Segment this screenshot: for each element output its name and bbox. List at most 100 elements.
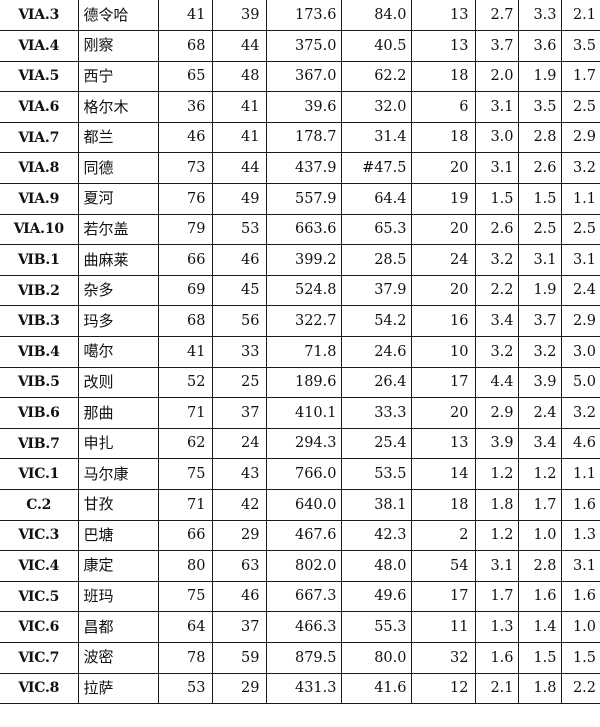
- value-cell-b: 46: [211, 244, 267, 276]
- zone-code-cell: ⅥB.7: [0, 427, 79, 460]
- value-cell-c: 667.3: [265, 580, 342, 613]
- station-name-cell: 曲麻莱: [77, 244, 159, 276]
- value-cell-b: 48: [211, 60, 267, 93]
- zone-code-cell: ⅥC.7: [0, 641, 79, 674]
- value-cell-h: 1.6: [560, 580, 600, 613]
- value-cell-f: 3.4: [474, 305, 519, 338]
- value-cell-f: 1.6: [474, 641, 519, 674]
- value-cell-c: 189.6: [265, 366, 342, 399]
- station-name-cell: 甘孜: [77, 489, 159, 521]
- value-cell-d: 65.3: [340, 213, 412, 246]
- value-cell-a: 41: [157, 0, 213, 32]
- value-cell-f: 2.9: [474, 397, 519, 429]
- value-cell-f: 2.1: [474, 672, 519, 705]
- zone-code-cell: ⅥC.6: [0, 611, 79, 643]
- value-cell-h: 3.5: [560, 30, 600, 62]
- value-cell-g: 3.1: [517, 244, 562, 276]
- value-cell-a: 68: [157, 305, 213, 338]
- zone-code-cell: ⅥC.3: [0, 519, 79, 552]
- value-cell-b: 24: [211, 427, 267, 460]
- value-cell-g: 2.6: [517, 152, 562, 185]
- value-cell-f: 3.2: [474, 244, 519, 276]
- value-cell-c: 640.0: [265, 489, 342, 521]
- value-cell-b: 37: [211, 611, 267, 643]
- value-cell-e: 11: [410, 611, 476, 643]
- station-name-cell: 噶尔: [77, 336, 159, 368]
- value-cell-g: 3.7: [517, 305, 562, 338]
- value-cell-a: 68: [157, 30, 213, 62]
- value-cell-f: 2.0: [474, 60, 519, 93]
- table-row: ⅥB.7 申扎 62 24 294.3 25.4 13 3.9 3.4 4.6: [0, 427, 600, 460]
- value-cell-a: 46: [157, 121, 213, 154]
- value-cell-d: #47.5: [340, 152, 412, 185]
- value-cell-b: 25: [211, 366, 267, 399]
- value-cell-g: 1.6: [517, 580, 562, 613]
- zone-code-cell: ⅥB.3: [0, 305, 79, 338]
- station-name-cell: 申扎: [77, 427, 159, 460]
- value-cell-c: 294.3: [265, 427, 342, 460]
- table-row: ⅥB.1 曲麻莱 66 46 399.2 28.5 24 3.2 3.1 3.1: [0, 244, 600, 276]
- value-cell-d: 24.6: [340, 336, 412, 368]
- value-cell-h: 2.1: [560, 0, 600, 32]
- value-cell-b: 42: [211, 489, 267, 521]
- value-cell-d: 40.5: [340, 30, 412, 62]
- value-cell-a: 62: [157, 427, 213, 460]
- value-cell-b: 33: [211, 336, 267, 368]
- value-cell-d: 28.5: [340, 244, 412, 276]
- station-name-cell: 杂多: [77, 274, 159, 307]
- zone-code-cell: ⅥA.10: [0, 213, 79, 246]
- table-row: ⅥA.3 德令哈 41 39 173.6 84.0 13 2.7 3.3 2.1: [0, 0, 600, 32]
- value-cell-f: 2.6: [474, 213, 519, 246]
- value-cell-b: 49: [211, 183, 267, 215]
- table-row: ⅥC.3 巴塘 66 29 467.6 42.3 2 1.2 1.0 1.3: [0, 519, 600, 552]
- value-cell-h: 1.1: [560, 458, 600, 490]
- value-cell-f: 3.7: [474, 30, 519, 62]
- value-cell-h: 1.3: [560, 519, 600, 552]
- value-cell-d: 80.0: [340, 641, 412, 674]
- value-cell-b: 53: [211, 213, 267, 246]
- table-row: ⅥA.4 刚察 68 44 375.0 40.5 13 3.7 3.6 3.5: [0, 30, 600, 62]
- zone-code-cell: ⅥB.2: [0, 274, 79, 307]
- station-name-cell: 都兰: [77, 121, 159, 154]
- value-cell-c: 437.9: [265, 152, 342, 185]
- value-cell-c: 367.0: [265, 60, 342, 93]
- value-cell-e: 17: [410, 366, 476, 399]
- climate-data-table: ⅥA.3 德令哈 41 39 173.6 84.0 13 2.7 3.3 2.1 ⅥA.4 刚察 68 4…: [0, 0, 600, 705]
- value-cell-f: 3.1: [474, 152, 519, 185]
- value-cell-e: 20: [410, 397, 476, 429]
- value-cell-d: 33.3: [340, 397, 412, 429]
- station-name-cell: 若尔盖: [77, 213, 159, 246]
- zone-code-cell: ⅥA.3: [0, 0, 79, 32]
- value-cell-e: 18: [410, 60, 476, 93]
- table-row: ⅥC.1 马尔康 75 43 766.0 53.5 14 1.2 1.2 1.1: [0, 458, 600, 490]
- table-row: ⅥB.3 玛多 68 56 322.7 54.2 16 3.4 3.7 2.9: [0, 305, 600, 338]
- value-cell-d: 64.4: [340, 183, 412, 215]
- value-cell-h: 3.1: [560, 550, 600, 582]
- value-cell-a: 69: [157, 274, 213, 307]
- zone-code-cell: ⅥC.5: [0, 580, 79, 613]
- value-cell-g: 1.2: [517, 458, 562, 490]
- value-cell-h: 3.2: [560, 397, 600, 429]
- value-cell-b: 41: [211, 91, 267, 123]
- value-cell-e: 14: [410, 458, 476, 490]
- station-name-cell: 同德: [77, 152, 159, 185]
- value-cell-h: 3.1: [560, 244, 600, 276]
- value-cell-d: 42.3: [340, 519, 412, 552]
- value-cell-e: 32: [410, 641, 476, 674]
- value-cell-g: 1.5: [517, 183, 562, 215]
- value-cell-c: 71.8: [265, 336, 342, 368]
- value-cell-b: 43: [211, 458, 267, 490]
- value-cell-c: 399.2: [265, 244, 342, 276]
- station-name-cell: 班玛: [77, 580, 159, 613]
- value-cell-h: 2.9: [560, 121, 600, 154]
- value-cell-g: 3.4: [517, 427, 562, 460]
- station-name-cell: 巴塘: [77, 519, 159, 552]
- value-cell-b: 46: [211, 580, 267, 613]
- value-cell-a: 53: [157, 672, 213, 705]
- value-cell-h: 2.5: [560, 91, 600, 123]
- value-cell-d: 54.2: [340, 305, 412, 338]
- value-cell-e: 16: [410, 305, 476, 338]
- table-row: ⅥB.6 那曲 71 37 410.1 33.3 20 2.9 2.4 3.2: [0, 397, 600, 429]
- value-cell-d: 31.4: [340, 121, 412, 154]
